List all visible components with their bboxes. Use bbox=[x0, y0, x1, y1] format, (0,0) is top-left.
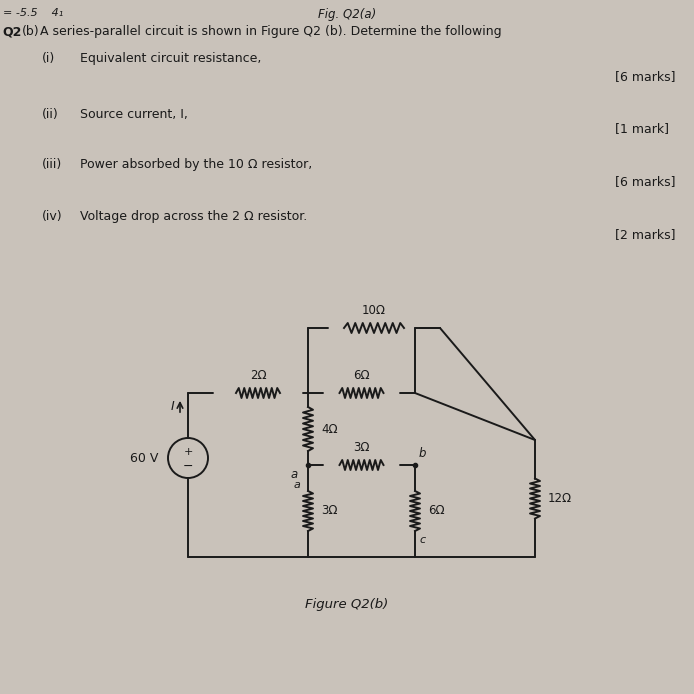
Text: Source current, I,: Source current, I, bbox=[80, 108, 188, 121]
Text: Power absorbed by the 10 Ω resistor,: Power absorbed by the 10 Ω resistor, bbox=[80, 158, 312, 171]
Text: Voltage drop across the 2 Ω resistor.: Voltage drop across the 2 Ω resistor. bbox=[80, 210, 307, 223]
Text: Equivalent circuit resistance,: Equivalent circuit resistance, bbox=[80, 52, 262, 65]
Text: Figure Q2(b): Figure Q2(b) bbox=[305, 598, 389, 611]
Text: [2 marks]: [2 marks] bbox=[615, 228, 675, 241]
Text: 4Ω: 4Ω bbox=[321, 423, 337, 436]
Text: (b): (b) bbox=[22, 25, 40, 38]
Text: a: a bbox=[291, 468, 298, 481]
Text: 3Ω: 3Ω bbox=[353, 441, 370, 454]
Text: 3Ω: 3Ω bbox=[321, 505, 337, 518]
Text: 6Ω: 6Ω bbox=[353, 369, 370, 382]
Text: −: − bbox=[183, 459, 193, 473]
Text: Q2: Q2 bbox=[2, 25, 22, 38]
Text: I: I bbox=[170, 400, 174, 412]
Text: 10Ω: 10Ω bbox=[362, 304, 386, 317]
Text: A series-parallel circuit is shown in Figure Q2 (b). Determine the following: A series-parallel circuit is shown in Fi… bbox=[40, 25, 502, 38]
Text: (iv): (iv) bbox=[42, 210, 62, 223]
Text: 60 V: 60 V bbox=[130, 452, 158, 464]
Text: c: c bbox=[419, 535, 425, 545]
Text: 6Ω: 6Ω bbox=[428, 505, 445, 518]
Text: 12Ω: 12Ω bbox=[548, 492, 572, 505]
Text: b: b bbox=[419, 447, 427, 460]
Text: (ii): (ii) bbox=[42, 108, 59, 121]
Text: a: a bbox=[293, 480, 300, 490]
Text: [6 marks]: [6 marks] bbox=[615, 175, 675, 188]
Text: (i): (i) bbox=[42, 52, 56, 65]
Text: +: + bbox=[183, 447, 193, 457]
Text: [6 marks]: [6 marks] bbox=[615, 70, 675, 83]
Text: 2Ω: 2Ω bbox=[250, 369, 266, 382]
Text: [1 mark]: [1 mark] bbox=[615, 122, 669, 135]
Text: = -5.5    4₁: = -5.5 4₁ bbox=[3, 8, 63, 18]
Text: Fig. Q2(a): Fig. Q2(a) bbox=[318, 8, 376, 21]
Text: (iii): (iii) bbox=[42, 158, 62, 171]
